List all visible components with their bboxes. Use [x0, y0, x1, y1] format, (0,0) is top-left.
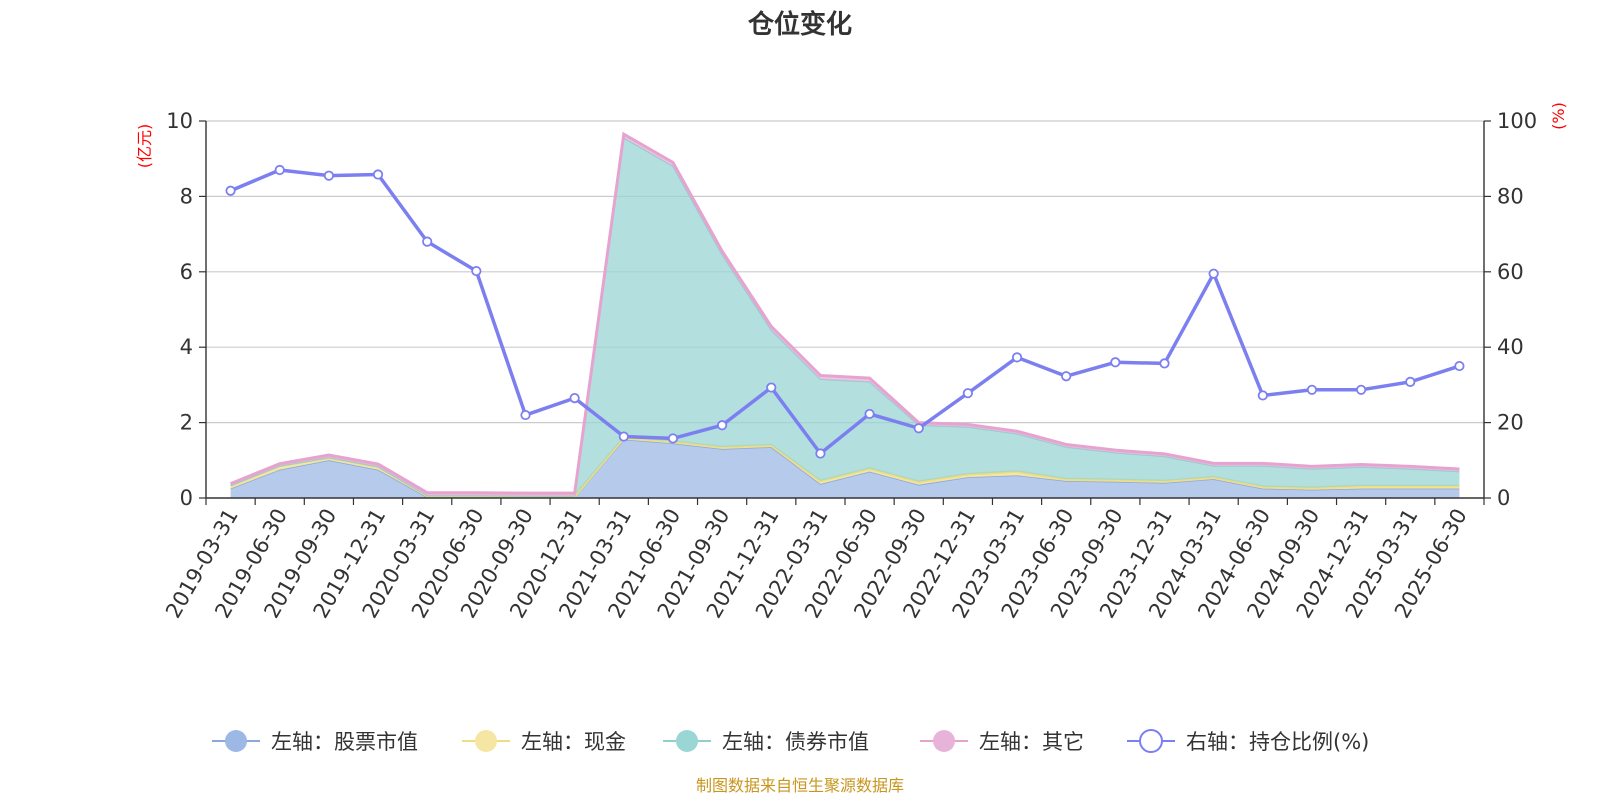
right-axis-tick-label: 0 — [1497, 486, 1510, 510]
right-axis-tick-label: 80 — [1497, 184, 1524, 208]
legend-swatch-marker — [225, 730, 247, 752]
legend: 左轴：股票市值 左轴：现金 左轴：债券市值 左轴：其它 右轴：持仓比例(%) — [212, 729, 1369, 754]
ratio-point — [471, 265, 482, 277]
ratio-point — [323, 170, 334, 181]
ratio-point — [520, 409, 531, 421]
ratio-point — [667, 433, 679, 444]
ratio-point — [962, 388, 973, 399]
ratio-point — [225, 185, 236, 196]
area-series-1 — [230, 439, 1460, 498]
left-axis-tick-label: 0 — [180, 486, 193, 510]
legend-label: 左轴：股票市值 — [271, 730, 418, 754]
legend-label: 左轴：债券市值 — [722, 730, 869, 754]
ratio-point — [1405, 376, 1416, 387]
ratio-point — [766, 382, 777, 393]
axes: 02468100204060801002019-03-312019-06-302… — [161, 109, 1537, 622]
ratio-point — [1306, 384, 1318, 395]
area-series-3 — [230, 137, 1460, 497]
ratio-point — [1454, 360, 1465, 372]
ratio-point — [1159, 358, 1170, 369]
legend-label: 左轴：现金 — [521, 730, 626, 754]
left-axis-tick-label: 8 — [180, 184, 193, 208]
right-axis-tick-label: 20 — [1497, 411, 1524, 435]
left-axis-tick-label: 4 — [180, 335, 193, 359]
ratio-point — [717, 420, 728, 431]
legend-label: 左轴：其它 — [979, 730, 1084, 754]
legend-swatch-marker — [475, 730, 497, 752]
right-axis-unit: (%) — [1549, 102, 1568, 130]
left-axis-tick-label: 2 — [180, 411, 193, 435]
grid-lines — [206, 120, 1484, 424]
left-axis-unit: (亿元) — [135, 124, 154, 169]
ratio-point — [618, 431, 629, 442]
ratio-point — [1208, 268, 1219, 279]
legend-swatch-marker — [676, 730, 698, 752]
left-axis-tick-label: 6 — [180, 260, 193, 284]
ratio-point — [1011, 352, 1023, 363]
ratio-point — [1356, 384, 1367, 395]
ratio-line — [225, 164, 1465, 459]
ratio-point — [1061, 371, 1072, 382]
ratio-point — [422, 236, 433, 247]
ratio-point — [913, 423, 924, 434]
right-axis-tick-label: 40 — [1497, 335, 1524, 359]
right-axis-tick-label: 100 — [1497, 109, 1537, 133]
ratio-point — [274, 164, 285, 176]
ratio-line-path — [229, 168, 1460, 456]
legend-swatch-marker — [933, 730, 955, 752]
chart-title: 仓位变化 — [747, 9, 852, 40]
ratio-point — [1257, 390, 1268, 401]
ratio-point — [815, 448, 826, 459]
legend-swatch-marker — [1139, 729, 1163, 753]
ratio-point — [372, 169, 384, 180]
area-series-2 — [230, 437, 1460, 498]
source-note: 制图数据来自恒生聚源数据库 — [696, 776, 904, 795]
stacked-areas — [230, 131, 1460, 499]
ratio-point — [864, 408, 875, 420]
right-axis-tick-label: 60 — [1497, 260, 1524, 284]
left-axis-tick-label: 10 — [166, 109, 193, 133]
area-series-edge-4 — [230, 131, 1460, 495]
legend-label: 右轴：持仓比例(%) — [1186, 730, 1369, 754]
ratio-point — [1110, 357, 1121, 368]
ratio-point — [569, 392, 580, 404]
